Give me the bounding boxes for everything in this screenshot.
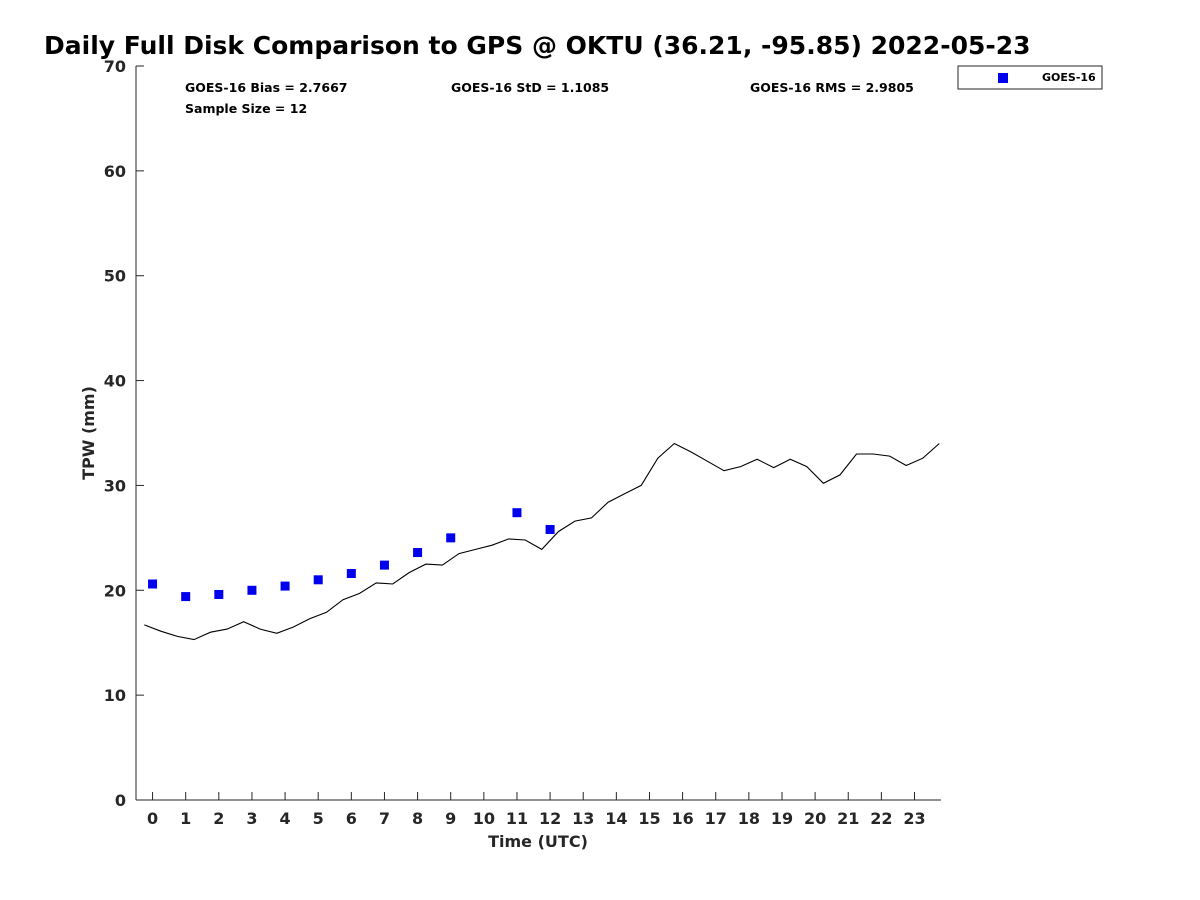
y-axis-label: TPW (mm) <box>79 386 98 480</box>
goes-16-point <box>313 575 323 585</box>
legend: GOES-16 <box>957 65 1103 90</box>
goes-16-point <box>214 589 224 599</box>
x-tick-label: 19 <box>771 809 793 828</box>
x-tick-label: 4 <box>280 809 291 828</box>
legend-label: GOES-16 <box>1042 71 1096 84</box>
y-tick-label: 60 <box>104 162 126 181</box>
goes-16-point <box>148 579 158 589</box>
stat-sample-size: Sample Size = 12 <box>185 101 307 116</box>
x-tick-label: 16 <box>671 809 693 828</box>
x-tick-label: 18 <box>738 809 760 828</box>
x-tick-label: 11 <box>506 809 528 828</box>
plot-box-top <box>136 66 941 800</box>
x-tick-label: 10 <box>473 809 495 828</box>
x-tick-label: 2 <box>213 809 224 828</box>
y-tick-label: 0 <box>115 791 126 810</box>
goes-16-point <box>247 585 257 595</box>
x-tick-label: 20 <box>804 809 826 828</box>
goes-16-point <box>280 581 290 591</box>
x-tick-label: 21 <box>837 809 859 828</box>
goes-16-point <box>413 548 423 558</box>
goes-16-point <box>446 533 456 543</box>
x-tick-label: 22 <box>870 809 892 828</box>
gps-tpw-line <box>144 442 940 641</box>
x-tick-label: 0 <box>147 809 158 828</box>
chart-title: Daily Full Disk Comparison to GPS @ OKTU… <box>44 31 1031 60</box>
series-layer <box>144 442 940 641</box>
x-tick-label: 14 <box>605 809 627 828</box>
x-tick-label: 7 <box>379 809 390 828</box>
y-tick-label: 10 <box>104 686 126 705</box>
x-tick-label: 1 <box>180 809 191 828</box>
goes-16-point <box>346 569 356 579</box>
y-tick-label: 70 <box>104 57 126 76</box>
legend-box <box>957 65 1103 90</box>
goes-16-point <box>379 560 389 570</box>
goes-16-point <box>181 592 191 602</box>
x-tick-label: 3 <box>246 809 257 828</box>
stat-bias: GOES-16 Bias = 2.7667 <box>185 80 347 95</box>
x-tick-label: 17 <box>705 809 727 828</box>
y-tick-label: 30 <box>104 476 126 495</box>
x-tick-label: 5 <box>313 809 324 828</box>
x-tick-label: 15 <box>638 809 660 828</box>
x-ticks: 0 1 2 3 4 5 6 7 8 9 10 11 12 13 14 15 16 17 18 19 20 21 22 23 <box>147 792 926 828</box>
y-tick-label: 50 <box>104 267 126 286</box>
goes-16-point <box>512 508 522 518</box>
x-tick-label: 9 <box>445 809 456 828</box>
x-tick-label: 12 <box>539 809 561 828</box>
stat-rms: GOES-16 RMS = 2.9805 <box>750 80 914 95</box>
x-tick-label: 23 <box>903 809 925 828</box>
y-tick-label: 20 <box>104 581 126 600</box>
y-ticks: 0 10 20 30 40 50 60 70 <box>104 57 144 810</box>
x-axis-label: Time (UTC) <box>488 832 588 851</box>
stat-std: GOES-16 StD = 1.1085 <box>451 80 609 95</box>
x-tick-label: 6 <box>346 809 357 828</box>
legend-marker <box>998 73 1008 83</box>
x-tick-label: 8 <box>412 809 423 828</box>
goes-16-point <box>545 524 555 534</box>
x-tick-label: 13 <box>572 809 594 828</box>
y-tick-label: 40 <box>104 372 126 391</box>
